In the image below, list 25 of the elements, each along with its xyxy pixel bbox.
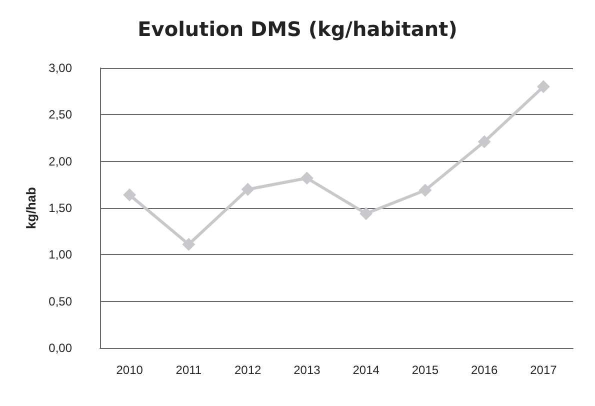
x-tick-label: 2015 — [412, 363, 439, 377]
x-tick-label: 2013 — [294, 363, 321, 377]
x-tick-label: 2010 — [116, 363, 144, 377]
point — [418, 184, 432, 197]
x-tick-label: 2017 — [530, 363, 558, 377]
x-tick-label: 2011 — [176, 363, 202, 377]
point — [478, 135, 491, 148]
y-tick-label: 0,50 — [48, 294, 72, 308]
y-tick-label: 1,00 — [48, 248, 72, 262]
y-tick-label: 2,50 — [48, 108, 72, 122]
point — [536, 80, 550, 94]
point — [241, 182, 254, 196]
x-tick-label: 2014 — [352, 363, 380, 377]
point — [300, 172, 314, 185]
y-tick-label: 2,00 — [48, 154, 72, 168]
x-tick-label: 2012 — [234, 363, 262, 377]
y-axis-title: kg/hab — [24, 187, 39, 229]
point — [182, 238, 196, 251]
y-tick-label: 3,00 — [48, 61, 72, 75]
x-tick-label: 2016 — [470, 363, 498, 377]
y-tick-label: 0,00 — [48, 341, 72, 355]
chart-title: Evolution DMS (kg/habitant) — [138, 17, 458, 41]
point — [123, 188, 136, 202]
point — [360, 207, 373, 220]
y-tick-label: 1,50 — [48, 201, 72, 215]
